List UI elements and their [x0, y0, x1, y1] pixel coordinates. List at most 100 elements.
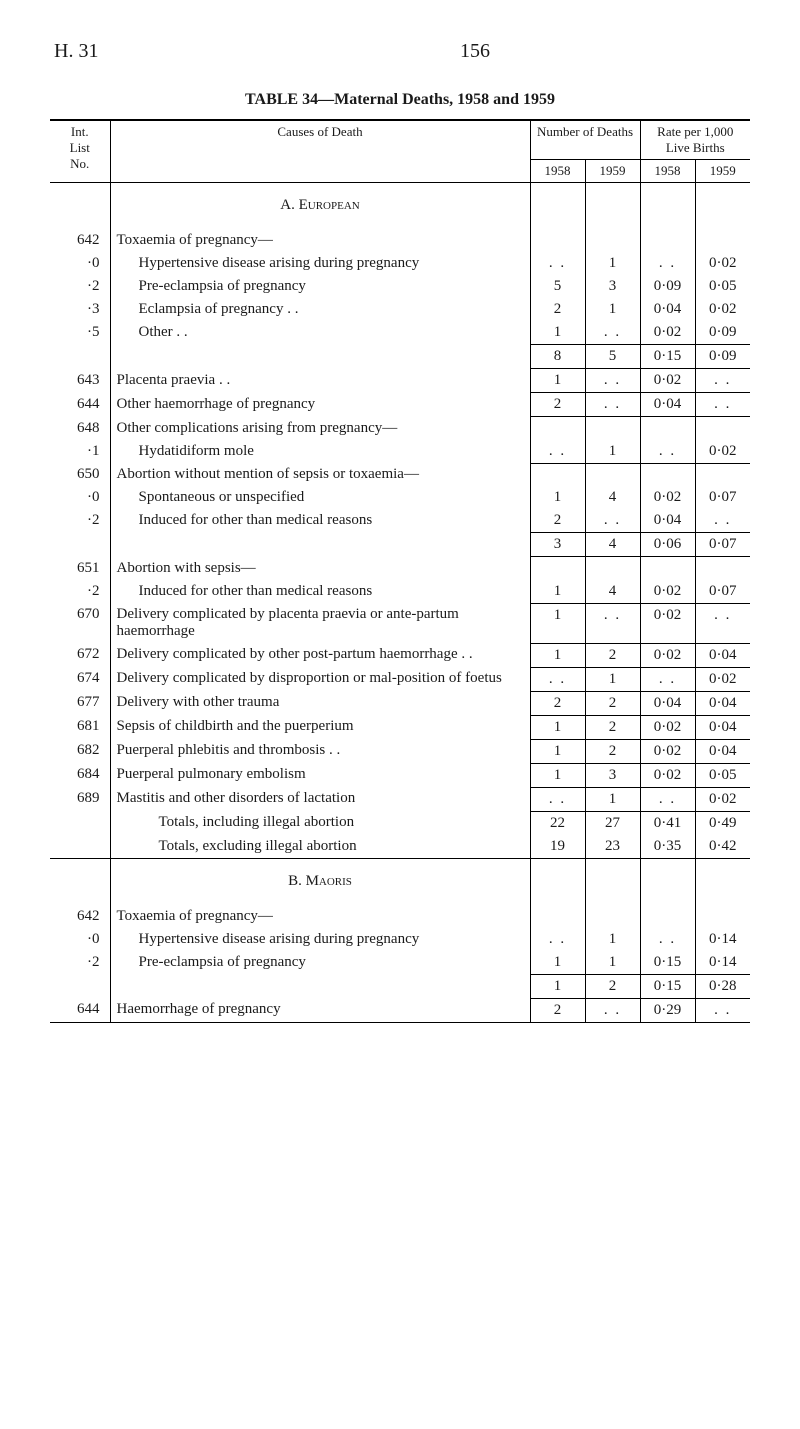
col-cause: Causes of Death — [110, 120, 530, 183]
int-list-no: ·2 — [50, 275, 110, 298]
int-list-no: 642 — [50, 896, 110, 928]
table-row: 684Puerperal pulmonary embolism130·020·0… — [50, 763, 750, 787]
table-cell: 0·09 — [695, 345, 750, 369]
table-cell: . . — [695, 369, 750, 393]
table-cell: 0·15 — [640, 974, 695, 998]
cause-of-death: Sepsis of childbirth and the puerperium — [110, 715, 530, 739]
int-list-no: ·2 — [50, 951, 110, 975]
table-cell: 1 — [530, 580, 585, 604]
cause-of-death: Toxaemia of pregnancy— — [110, 220, 530, 252]
table-cell: . . — [585, 509, 640, 533]
table-cell — [530, 896, 585, 928]
table-cell: . . — [530, 667, 585, 691]
int-list-no: 643 — [50, 369, 110, 393]
table-cell: 1 — [585, 440, 640, 464]
table-cell: 1 — [530, 739, 585, 763]
cause-of-death: Abortion with sepsis— — [110, 557, 530, 580]
table-row: ·2Induced for other than medical reasons… — [50, 580, 750, 604]
table-cell: 1 — [530, 763, 585, 787]
table-cell: 0·14 — [695, 951, 750, 975]
table-cell — [695, 896, 750, 928]
int-list-no: 642 — [50, 220, 110, 252]
cause-of-death: Puerperal phlebitis and thrombosis . . — [110, 739, 530, 763]
table-cell: 0·07 — [695, 580, 750, 604]
table-cell: 2 — [530, 691, 585, 715]
int-list-no — [50, 835, 110, 859]
int-list-no: ·5 — [50, 321, 110, 345]
table-cell: 2 — [585, 643, 640, 667]
table-cell: 0·02 — [640, 321, 695, 345]
col-rate: Rate per 1,000 Live Births — [640, 120, 750, 160]
table-row: 340·060·07 — [50, 533, 750, 557]
table-cell: 0·28 — [695, 974, 750, 998]
table-cell: 1 — [585, 951, 640, 975]
table-cell: 3 — [585, 275, 640, 298]
page-header: H. 31 156 — [50, 40, 750, 63]
cause-of-death: Pre-eclampsia of pregnancy — [110, 275, 530, 298]
cause-of-death: Induced for other than medical reasons — [110, 580, 530, 604]
table-cell: . . — [695, 393, 750, 417]
table-cell — [640, 463, 695, 486]
col-1958-n: 1958 — [530, 160, 585, 183]
col-num-deaths: Number of Deaths — [530, 120, 640, 160]
table-cell — [640, 220, 695, 252]
table-cell: 2 — [585, 974, 640, 998]
table-cell: 1 — [530, 486, 585, 509]
table-cell: . . — [640, 667, 695, 691]
col-int: Int. List No. — [50, 120, 110, 183]
table-cell: 0·02 — [640, 643, 695, 667]
table-body: A. European642Toxaemia of pregnancy—·0Hy… — [50, 183, 750, 1023]
table-cell — [695, 463, 750, 486]
cause-of-death: Delivery with other trauma — [110, 691, 530, 715]
table-cell — [695, 183, 750, 221]
table-cell — [530, 557, 585, 580]
table-cell: 0·07 — [695, 486, 750, 509]
cause-of-death: Hypertensive disease arising during preg… — [110, 252, 530, 275]
table-row: ·0Hypertensive disease arising during pr… — [50, 928, 750, 951]
cause-of-death: Other haemorrhage of pregnancy — [110, 393, 530, 417]
int-list-no — [50, 183, 110, 221]
table-row: 677Delivery with other trauma220·040·04 — [50, 691, 750, 715]
table-cell: 1 — [585, 667, 640, 691]
table-row: 681Sepsis of childbirth and the puerperi… — [50, 715, 750, 739]
cause-of-death: Totals, excluding illegal abortion — [110, 835, 530, 859]
cause-of-death: Totals, including illegal abortion — [110, 811, 530, 835]
cause-of-death — [110, 345, 530, 369]
table-cell — [585, 463, 640, 486]
table-cell: 0·02 — [640, 739, 695, 763]
int-list-no: ·0 — [50, 486, 110, 509]
table-cell — [530, 463, 585, 486]
table-cell: . . — [640, 440, 695, 464]
table-cell: 2 — [585, 715, 640, 739]
col-1959-r: 1959 — [695, 160, 750, 183]
table-cell: 1 — [585, 928, 640, 951]
table-cell: 0·05 — [695, 763, 750, 787]
table-cell: 8 — [530, 345, 585, 369]
table-cell: 19 — [530, 835, 585, 859]
cause-of-death: Other complications arising from pregnan… — [110, 417, 530, 440]
table-cell — [530, 858, 585, 896]
cause-of-death — [110, 974, 530, 998]
table-cell: 4 — [585, 533, 640, 557]
table-cell — [640, 417, 695, 440]
table-cell: 1 — [530, 974, 585, 998]
table-row: 644Haemorrhage of pregnancy2. .0·29. . — [50, 998, 750, 1022]
table-cell: 0·02 — [695, 667, 750, 691]
table-cell: 1 — [530, 321, 585, 345]
table-cell: 23 — [585, 835, 640, 859]
table-row: ·3Eclampsia of pregnancy . .210·040·02 — [50, 298, 750, 321]
table-cell: 0·14 — [695, 928, 750, 951]
table-cell: 1 — [585, 298, 640, 321]
table-cell: . . — [585, 321, 640, 345]
table-cell: 0·02 — [640, 715, 695, 739]
table-cell: 0·02 — [695, 440, 750, 464]
table-cell: 0·02 — [695, 787, 750, 811]
table-row: ·1Hydatidiform mole. .1. .0·02 — [50, 440, 750, 464]
cause-of-death: Induced for other than medical reasons — [110, 509, 530, 533]
table-cell: 1 — [585, 787, 640, 811]
cause-of-death: Pre-eclampsia of pregnancy — [110, 951, 530, 975]
table-cell: 4 — [585, 486, 640, 509]
table-cell: 0·15 — [640, 345, 695, 369]
table-cell — [640, 183, 695, 221]
int-list-no: 648 — [50, 417, 110, 440]
